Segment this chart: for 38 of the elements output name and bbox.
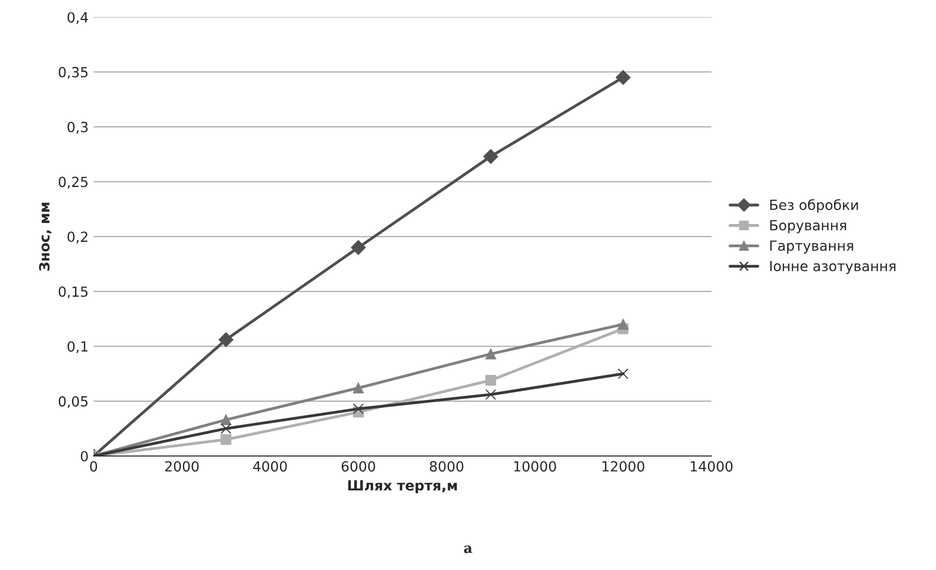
x-tick-label: 10000 <box>514 461 556 472</box>
x-axis-title: Шлях тертя,м <box>348 480 457 494</box>
y-tick-label: 0,2 <box>68 232 88 244</box>
y-tick-label: 0,35 <box>58 66 88 79</box>
y-tick-label: 0,25 <box>58 176 88 189</box>
y-tick-label: 0,15 <box>58 286 88 298</box>
point <box>220 423 232 434</box>
y-axis-title: Знос, мм <box>39 202 52 271</box>
text: а <box>464 545 472 554</box>
point <box>352 403 364 414</box>
point <box>485 389 496 400</box>
legend-label: Без обробки <box>770 199 858 213</box>
point <box>350 240 366 255</box>
legend-label: Іонне азотування <box>770 260 896 274</box>
point <box>618 368 628 380</box>
point <box>485 374 496 386</box>
point <box>218 332 234 348</box>
y-tick-label: 0,1 <box>68 341 88 354</box>
x-tick-label: 14000 <box>690 461 733 472</box>
legend-label: Гартування <box>770 240 854 254</box>
x-tick-label: 12000 <box>602 461 644 472</box>
point <box>483 149 498 164</box>
legend-label: Борування <box>770 220 846 234</box>
point <box>220 414 232 426</box>
y-tick-label: 0,4 <box>68 12 88 24</box>
point <box>352 382 364 394</box>
y-tick-label: 0,3 <box>68 122 88 134</box>
point <box>485 348 496 360</box>
x-tick-label: 4000 <box>253 461 287 472</box>
x-tick-label: 8000 <box>430 461 464 472</box>
y-tick-label: 0 <box>80 450 88 462</box>
point <box>618 318 628 330</box>
point <box>220 434 232 445</box>
x-tick-label: 6000 <box>342 461 376 472</box>
x-tick-label: 2000 <box>165 461 199 472</box>
x-tick-label: 0 <box>90 461 98 472</box>
point <box>616 70 631 85</box>
y-tick-label: 0,05 <box>58 396 88 408</box>
